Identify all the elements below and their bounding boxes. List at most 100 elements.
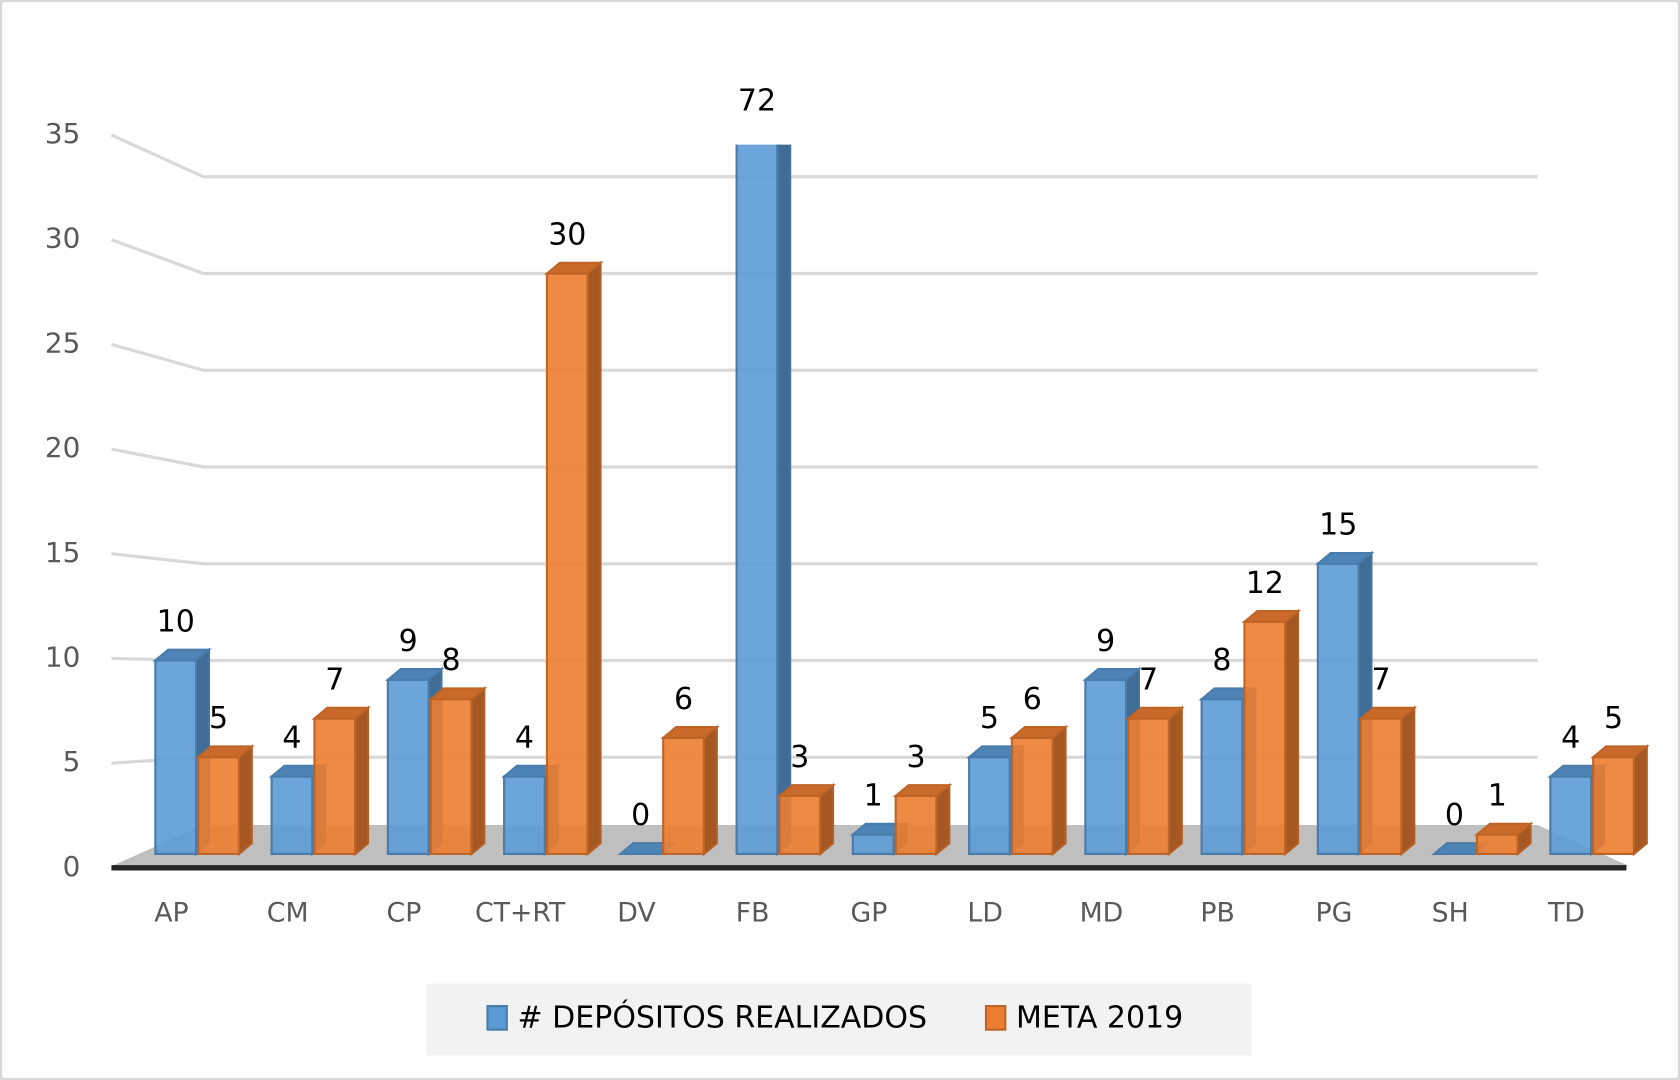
bar-front bbox=[1316, 562, 1360, 856]
y-tick-label: 0 bbox=[63, 850, 81, 883]
grid-line bbox=[111, 447, 1538, 469]
legend-swatch bbox=[984, 1004, 1007, 1031]
bar-top bbox=[152, 648, 212, 662]
y-tick-label: 30 bbox=[45, 222, 80, 255]
bar-front bbox=[270, 775, 314, 855]
bar-front bbox=[1359, 717, 1403, 855]
bar bbox=[195, 744, 255, 857]
bar-side bbox=[702, 724, 718, 857]
bar bbox=[892, 782, 953, 857]
legend-box bbox=[426, 983, 1252, 1056]
legend-label: META 2019 bbox=[1016, 1000, 1183, 1035]
data-label: 30 bbox=[548, 218, 586, 253]
bar-top bbox=[1314, 551, 1375, 565]
bar bbox=[660, 724, 720, 857]
data-label: 7 bbox=[1139, 662, 1158, 697]
data-label: 7 bbox=[1372, 662, 1391, 697]
data-label: 5 bbox=[1604, 701, 1623, 736]
bar-side bbox=[1284, 608, 1300, 857]
bar bbox=[1314, 550, 1375, 857]
data-label: 4 bbox=[282, 721, 301, 756]
bar-front bbox=[545, 272, 589, 856]
x-tick-label: TD bbox=[1547, 897, 1585, 928]
data-label: 4 bbox=[515, 721, 534, 756]
y-tick-label: 35 bbox=[45, 117, 80, 150]
bar-front bbox=[778, 794, 822, 855]
bar-front bbox=[1127, 717, 1170, 855]
bar-top bbox=[660, 726, 720, 739]
bar-front bbox=[894, 794, 938, 855]
bar bbox=[735, 144, 792, 857]
bar-front bbox=[662, 736, 705, 856]
bar bbox=[1009, 724, 1069, 857]
bar-front bbox=[197, 756, 240, 856]
data-label: 6 bbox=[674, 682, 693, 717]
bar-side bbox=[1632, 744, 1648, 857]
x-tick-label: MD bbox=[1080, 897, 1124, 928]
x-tick-label: SH bbox=[1432, 897, 1469, 928]
bar-front bbox=[429, 698, 473, 855]
bar bbox=[1590, 744, 1650, 857]
labels: 05101520253035AP105CM47CP98CT+RT430DV06F… bbox=[45, 83, 1623, 928]
bar-side bbox=[470, 686, 486, 857]
bar-side bbox=[354, 705, 370, 857]
bar-front bbox=[851, 833, 895, 856]
bar-front bbox=[154, 659, 198, 856]
x-tick-label: CT+RT bbox=[475, 897, 566, 928]
y-tick-label: 20 bbox=[45, 431, 80, 464]
bar-front bbox=[1200, 698, 1244, 855]
bar-top bbox=[544, 261, 604, 275]
bar bbox=[311, 705, 371, 857]
x-tick-label: CP bbox=[387, 897, 422, 928]
bar-front bbox=[1549, 775, 1593, 855]
data-label: 9 bbox=[1096, 624, 1115, 659]
data-label: 6 bbox=[1023, 682, 1042, 717]
bar-front bbox=[1010, 736, 1054, 856]
bar-top bbox=[776, 784, 836, 797]
bar-front bbox=[968, 756, 1011, 856]
data-label: 15 bbox=[1319, 508, 1357, 543]
bar-top bbox=[1474, 822, 1534, 836]
bar-top bbox=[1009, 726, 1069, 739]
x-tick-label: PB bbox=[1200, 897, 1235, 928]
legend-swatch bbox=[486, 1004, 508, 1031]
data-label: 1 bbox=[864, 779, 883, 814]
bar bbox=[776, 782, 836, 857]
data-label: 12 bbox=[1246, 566, 1284, 601]
x-tick-label: PG bbox=[1315, 897, 1352, 928]
bar-front bbox=[386, 678, 430, 855]
bar bbox=[427, 686, 488, 857]
x-tick-label: CM bbox=[267, 897, 309, 928]
data-label: 8 bbox=[1212, 643, 1231, 678]
data-label: 0 bbox=[1445, 798, 1464, 833]
bar bbox=[544, 260, 604, 857]
bar-front bbox=[735, 144, 779, 855]
data-label: 1 bbox=[1488, 779, 1507, 814]
y-tick-label: 15 bbox=[45, 536, 80, 569]
bar-top bbox=[384, 668, 445, 681]
bar-front bbox=[313, 717, 357, 855]
data-label: 8 bbox=[442, 643, 461, 678]
bar bbox=[1474, 821, 1534, 857]
y-tick-label: 10 bbox=[45, 640, 80, 673]
grid-line bbox=[110, 133, 1538, 179]
data-label: 0 bbox=[631, 798, 650, 833]
bar-front bbox=[1475, 833, 1519, 856]
data-label: 9 bbox=[399, 624, 418, 659]
bar bbox=[1357, 705, 1418, 857]
x-tick-label: FB bbox=[736, 897, 770, 928]
data-label: 7 bbox=[325, 662, 344, 697]
data-label: 4 bbox=[1561, 721, 1580, 756]
bar-top bbox=[1082, 668, 1142, 681]
data-label: 5 bbox=[209, 701, 228, 736]
bar-side bbox=[1167, 705, 1183, 857]
bar-side bbox=[237, 744, 253, 857]
legend-label: # DEPÓSITOS REALIZADOS bbox=[518, 998, 928, 1035]
grid-line bbox=[110, 238, 1538, 276]
grid-line bbox=[111, 552, 1538, 566]
y-tick-label: 5 bbox=[63, 745, 81, 778]
bar-front bbox=[1243, 620, 1287, 855]
bar-top bbox=[1357, 706, 1418, 720]
